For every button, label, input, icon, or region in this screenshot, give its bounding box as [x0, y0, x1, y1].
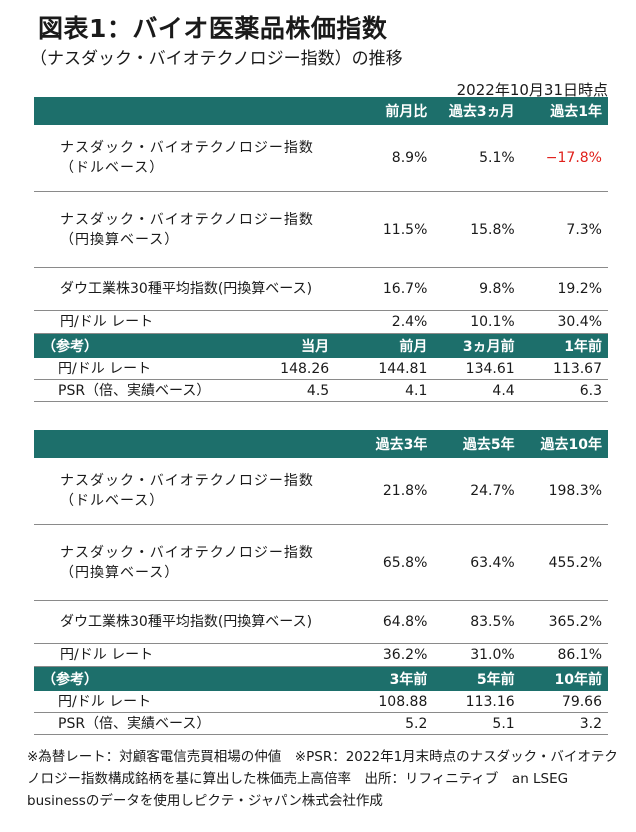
cell-value: 7.3%	[520, 191, 608, 268]
row-label: 円/ドル レート	[34, 358, 272, 380]
column-header: 1年前	[520, 333, 608, 358]
table-row: 円/ドル レート 148.26 144.81 134.61 113.67	[34, 358, 608, 380]
cell-value: 30.4%	[520, 310, 608, 334]
cell-value: 113.67	[520, 358, 608, 380]
reference-label: （参考）	[34, 333, 272, 358]
cell-value: 4.5	[271, 379, 336, 402]
row-label: 円/ドル レート	[34, 310, 336, 334]
cell-value: 455.2%	[520, 524, 608, 601]
row-label: ナスダック・バイオテクノロジー指数（ドルベース）	[34, 125, 336, 192]
table-row: ナスダック・バイオテクノロジー指数（円換算ベース） 11.5% 15.8% 7.…	[34, 191, 608, 268]
cell-value-negative: −17.8%	[520, 125, 608, 192]
table-row: ナスダック・バイオテクノロジー指数（ドルベース） 21.8% 24.7% 198…	[34, 458, 608, 525]
row-label: PSR（倍、実績ベース）	[34, 712, 336, 735]
column-header: 前月比	[335, 97, 434, 125]
cell-value: 24.7%	[433, 458, 521, 525]
table-row: PSR（倍、実績ベース） 4.5 4.1 4.4 6.3	[34, 379, 608, 402]
row-label: ダウ工業株30種平均指数(円換算ベース)	[34, 267, 336, 311]
cell-value: 5.2	[335, 712, 434, 735]
as-of-date: 2022年10月31日時点	[456, 81, 608, 99]
cell-value: 15.8%	[433, 191, 521, 268]
cell-value: 6.3	[520, 379, 608, 402]
cell-value: 83.5%	[433, 600, 521, 644]
cell-value: 21.8%	[335, 458, 434, 525]
cell-value: 63.4%	[433, 524, 521, 601]
column-header: 前月	[335, 333, 434, 358]
reference-header-row: （参考） 3年前 5年前 10年前	[34, 666, 608, 691]
cell-value: 79.66	[520, 691, 608, 713]
row-label: ナスダック・バイオテクノロジー指数（円換算ベース）	[34, 524, 336, 601]
column-header: 過去3ヵ月	[433, 97, 521, 125]
column-header: 過去1年	[520, 97, 608, 125]
table-row: ナスダック・バイオテクノロジー指数（ドルベース） 8.9% 5.1% −17.8…	[34, 125, 608, 192]
row-label: 円/ドル レート	[34, 643, 336, 667]
cell-value: 3.2	[520, 712, 608, 735]
page-title: 図表1：バイオ医薬品株価指数	[38, 14, 388, 43]
column-header: 3年前	[335, 666, 434, 691]
column-header: 3ヵ月前	[433, 333, 521, 358]
cell-value: 5.1%	[433, 125, 521, 192]
performance-table-1: 前月比 過去3ヵ月 過去1年 ナスダック・バイオテクノロジー指数（ドルベース） …	[34, 97, 608, 402]
cell-value: 365.2%	[520, 600, 608, 644]
cell-value: 4.4	[433, 379, 521, 402]
row-label: ナスダック・バイオテクノロジー指数（円換算ベース）	[34, 191, 336, 268]
cell-value: 10.1%	[433, 310, 521, 334]
cell-value: 86.1%	[520, 643, 608, 667]
cell-value: 144.81	[335, 358, 434, 380]
table-row: 円/ドル レート 36.2% 31.0% 86.1%	[34, 643, 608, 667]
cell-value: 16.7%	[335, 267, 434, 311]
row-label: ダウ工業株30種平均指数(円換算ベース)	[34, 600, 336, 644]
footnote: ※為替レート：対顧客電信売買相場の仲値 ※PSR：2022年1月末時点のナスダッ…	[27, 749, 618, 809]
cell-value: 2.4%	[335, 310, 434, 334]
reference-header-row: （参考） 当月 前月 3ヵ月前 1年前	[34, 333, 608, 358]
column-header: 過去5年	[433, 430, 521, 458]
page-subtitle: （ナスダック・バイオテクノロジー指数）の推移	[30, 49, 403, 69]
cell-value: 65.8%	[335, 524, 434, 601]
table-row: PSR（倍、実績ベース） 5.2 5.1 3.2	[34, 712, 608, 735]
row-label: ナスダック・バイオテクノロジー指数（ドルベース）	[34, 458, 336, 525]
cell-value: 8.9%	[335, 125, 434, 192]
table-header-row: 過去3年 過去5年 過去10年	[34, 430, 608, 458]
cell-value: 108.88	[335, 691, 434, 713]
table-row: ダウ工業株30種平均指数(円換算ベース) 64.8% 83.5% 365.2%	[34, 600, 608, 644]
cell-value: 113.16	[433, 691, 521, 713]
table-row: 円/ドル レート 108.88 113.16 79.66	[34, 691, 608, 713]
performance-table-2: 過去3年 過去5年 過去10年 ナスダック・バイオテクノロジー指数（ドルベース）…	[34, 430, 608, 735]
table-row: 円/ドル レート 2.4% 10.1% 30.4%	[34, 310, 608, 334]
table-row: ナスダック・バイオテクノロジー指数（円換算ベース） 65.8% 63.4% 45…	[34, 524, 608, 601]
cell-value: 64.8%	[335, 600, 434, 644]
column-header: 過去10年	[520, 430, 608, 458]
cell-value: 36.2%	[335, 643, 434, 667]
cell-value: 134.61	[433, 358, 521, 380]
row-label: 円/ドル レート	[34, 691, 336, 713]
cell-value: 31.0%	[433, 643, 521, 667]
cell-value: 5.1	[433, 712, 521, 735]
cell-value: 198.3%	[520, 458, 608, 525]
column-header: 10年前	[520, 666, 608, 691]
column-header: 当月	[271, 333, 336, 358]
column-header: 5年前	[433, 666, 521, 691]
reference-label: （参考）	[34, 666, 336, 691]
cell-value: 148.26	[271, 358, 336, 380]
cell-value: 9.8%	[433, 267, 521, 311]
cell-value: 4.1	[335, 379, 434, 402]
column-header: 過去3年	[335, 430, 434, 458]
row-label: PSR（倍、実績ベース）	[34, 379, 272, 402]
cell-value: 11.5%	[335, 191, 434, 268]
table-header-row: 前月比 過去3ヵ月 過去1年	[34, 97, 608, 125]
cell-value: 19.2%	[520, 267, 608, 311]
table-row: ダウ工業株30種平均指数(円換算ベース) 16.7% 9.8% 19.2%	[34, 267, 608, 311]
